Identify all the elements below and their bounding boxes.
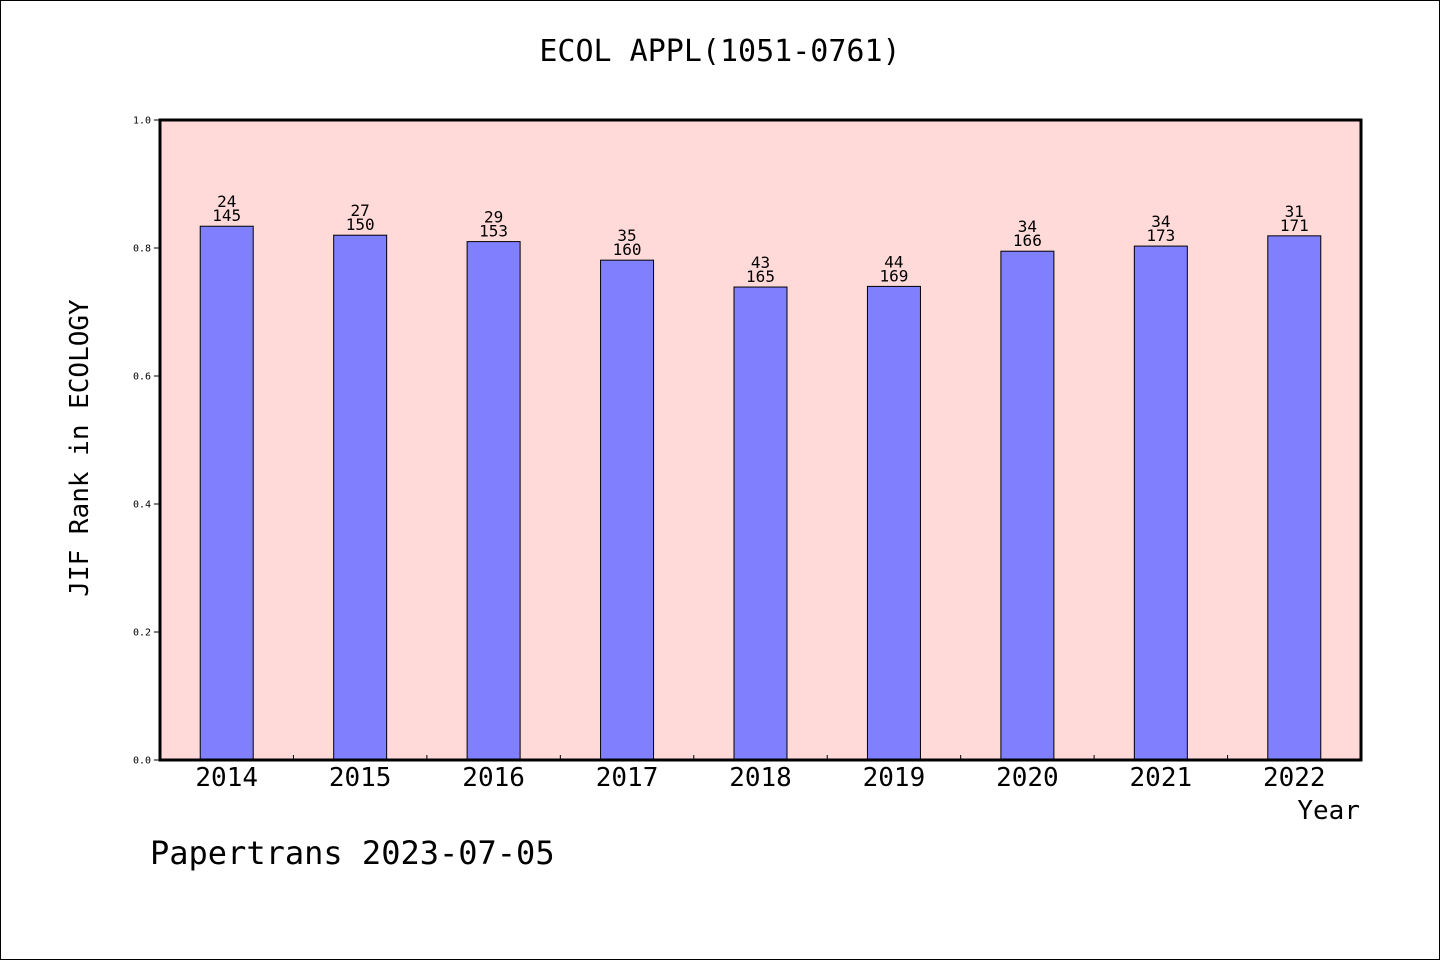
bar-rank-label: 29	[484, 208, 503, 227]
bar-rank-label: 44	[884, 252, 903, 271]
bar-2019	[866, 285, 921, 761]
y-tick-label: 0.4	[133, 500, 151, 511]
bar-2015	[333, 234, 388, 761]
axes-layer: 2014 2015 2016 2017 2018 2019 2020 2021 2022 0.0 0…	[133, 116, 1363, 793]
bar-total-label: 169	[879, 266, 908, 285]
x-tick-label: 2014	[195, 763, 258, 793]
bar-2018	[733, 286, 788, 761]
bar-total-label: 166	[1013, 231, 1042, 250]
bar-2020	[1000, 250, 1055, 761]
bar-rank-label: 31	[1285, 202, 1304, 221]
y-tick-label: 0.6	[133, 372, 151, 383]
bar-2014	[199, 225, 254, 761]
y-tick-label: 0.8	[133, 244, 151, 255]
chart-title: ECOL APPL(1051-0761)	[539, 34, 901, 69]
bar-2022	[1267, 235, 1322, 761]
bars-layer	[199, 225, 1322, 761]
bar-total-label: 150	[346, 215, 375, 234]
y-tick-label: 1.0	[133, 116, 151, 127]
x-tick-label: 2015	[329, 763, 392, 793]
bar-rank-label: 34	[1151, 212, 1170, 231]
y-tick-label: 0.0	[133, 756, 151, 767]
bar-2017	[600, 259, 655, 761]
y-tick-label: 0.2	[133, 628, 151, 639]
x-tick-label: 2022	[1263, 763, 1326, 793]
bar-total-label: 173	[1146, 226, 1175, 245]
bar-rank-label: 35	[617, 226, 636, 245]
bar-2021	[1133, 245, 1188, 761]
x-tick-label: 2020	[996, 763, 1059, 793]
x-tick-label: 2018	[729, 763, 792, 793]
bar-rank-label: 34	[1018, 217, 1037, 236]
bar-total-label: 160	[613, 240, 642, 259]
x-tick-label: 2021	[1130, 763, 1193, 793]
footer-credit: Papertrans 2023-07-05	[150, 834, 555, 872]
bar-total-label: 171	[1280, 216, 1309, 235]
x-tick-label: 2017	[596, 763, 659, 793]
y-axis-label: JIF Rank in ECOLOGY	[65, 299, 95, 597]
x-axis-label: Year	[1297, 796, 1360, 826]
plot-border	[158, 118, 1363, 762]
bar-total-label: 145	[212, 206, 241, 225]
x-tick-label: 2019	[863, 763, 926, 793]
bar-rank-label: 27	[351, 201, 370, 220]
bar-total-label: 165	[746, 267, 775, 286]
bar-total-label: 153	[479, 222, 508, 241]
x-tick-label: 2016	[462, 763, 525, 793]
bar-rank-label: 43	[751, 253, 770, 272]
bar-rank-label: 24	[217, 192, 236, 211]
bar-2016	[466, 241, 521, 761]
